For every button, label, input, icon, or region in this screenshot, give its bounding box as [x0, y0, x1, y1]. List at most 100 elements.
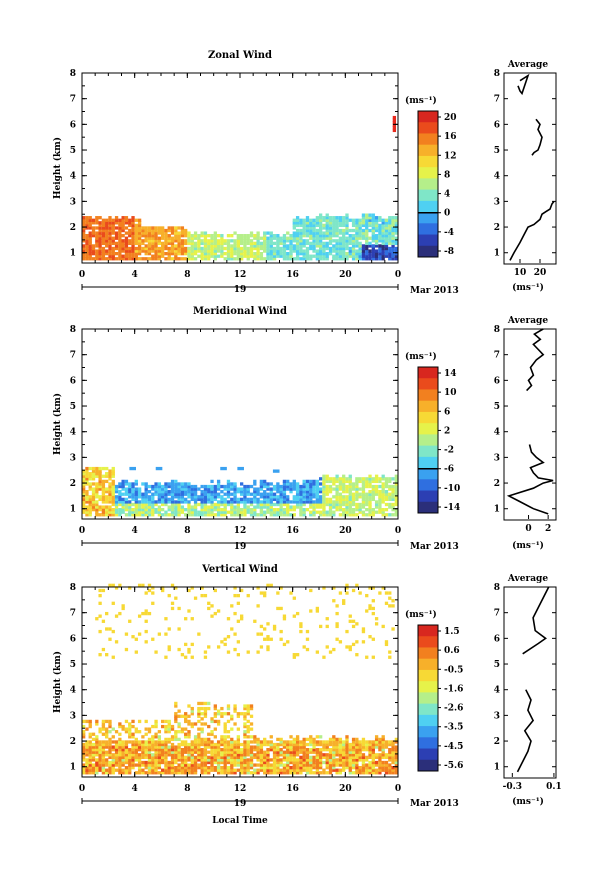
heatmap-cell	[276, 236, 280, 240]
heatmap-cell	[345, 228, 349, 233]
average-x-tick-label: 10	[514, 268, 527, 278]
heatmap-cell	[332, 249, 336, 253]
heatmap-cell	[305, 629, 310, 634]
heatmap-cell	[312, 482, 316, 486]
heatmap-cell	[279, 510, 283, 514]
heatmap-cell	[325, 763, 329, 767]
heatmap-cell	[210, 745, 214, 749]
heatmap-cell	[177, 484, 181, 489]
heatmap-cell	[240, 492, 244, 496]
heatmap-cell	[345, 645, 349, 649]
heatmap-cell	[95, 231, 99, 235]
heatmap-cell	[282, 750, 287, 754]
heatmap-cell	[200, 750, 204, 754]
x-tick-label: 4	[132, 526, 138, 536]
x-tick-label: 0	[395, 270, 401, 280]
heatmap-cell	[111, 490, 115, 494]
heatmap-cell	[272, 753, 277, 757]
heatmap-cell	[282, 758, 287, 762]
heatmap-cell	[197, 632, 201, 636]
heatmap-cell	[85, 719, 89, 724]
heatmap-cell	[141, 241, 145, 246]
heatmap-cell	[137, 748, 142, 752]
heatmap-cell	[351, 500, 356, 504]
heatmap-cell	[131, 502, 135, 507]
colorbar-segment	[418, 737, 438, 750]
heatmap-cell	[174, 490, 178, 494]
heatmap-cell	[388, 236, 392, 240]
heatmap-cell	[249, 763, 254, 767]
heatmap-cell	[147, 249, 152, 253]
heatmap-cell	[368, 221, 372, 225]
heatmap-cell	[88, 742, 92, 747]
heatmap-cell	[328, 479, 333, 484]
heatmap-cell	[240, 588, 244, 593]
heatmap-cell	[82, 228, 86, 233]
heatmap-cell	[351, 234, 356, 238]
colorbar-unit: (ms⁻¹)	[405, 95, 437, 106]
heatmap-cell	[305, 487, 310, 491]
date-month: Mar 2013	[410, 542, 459, 552]
heatmap-cell	[292, 755, 296, 760]
heatmap-cell	[348, 513, 352, 517]
heatmap-cell	[246, 719, 250, 724]
heatmap-cell	[272, 249, 277, 253]
heatmap-cell	[335, 216, 339, 220]
heatmap-cell	[174, 768, 178, 772]
heatmap-cell	[338, 218, 343, 222]
heatmap-cell	[114, 730, 119, 734]
heatmap-cell	[124, 745, 129, 749]
heatmap-cell	[263, 239, 267, 243]
heatmap-cell	[381, 755, 385, 760]
heatmap-cell	[134, 742, 138, 747]
heatmap-cell	[384, 231, 389, 235]
heatmap-cell	[170, 228, 175, 233]
heatmap-cell	[272, 487, 277, 491]
heatmap-cell	[200, 239, 204, 243]
heatmap-cell	[190, 655, 194, 659]
heatmap-cell	[378, 742, 382, 747]
heatmap-cell	[91, 497, 96, 502]
heatmap-cell	[184, 750, 188, 754]
heatmap-cell	[85, 223, 89, 228]
heatmap-cell	[394, 755, 399, 760]
heatmap-cell	[246, 735, 250, 739]
heatmap-cell	[282, 740, 287, 744]
heatmap-cell	[319, 228, 323, 233]
heatmap-cell	[147, 251, 152, 256]
heatmap-cell	[177, 500, 181, 504]
heatmap-cell	[246, 704, 250, 708]
heatmap-cell	[114, 768, 119, 772]
heatmap-cell	[240, 236, 244, 240]
heatmap-cell	[342, 599, 346, 603]
heatmap-cell	[200, 742, 204, 747]
heatmap-cell	[144, 228, 148, 233]
heatmap-cell	[371, 239, 375, 243]
heatmap-cell	[187, 251, 191, 256]
heatmap-cell	[105, 495, 109, 499]
heatmap-cell	[167, 627, 171, 631]
heatmap-cell	[131, 497, 135, 502]
heatmap-cell	[272, 758, 277, 762]
heatmap-cell	[266, 758, 270, 762]
heatmap-cell	[233, 758, 237, 762]
heatmap-cell	[161, 760, 165, 765]
heatmap-cell	[292, 760, 296, 765]
heatmap-cell	[272, 251, 277, 256]
heatmap-cell	[226, 635, 231, 639]
heatmap-cell	[325, 221, 329, 225]
heatmap-cell	[381, 490, 385, 494]
heatmap-cell	[98, 466, 102, 471]
heatmap-cell	[263, 497, 267, 502]
heatmap-cell	[371, 495, 375, 499]
heatmap-cell	[292, 484, 296, 489]
heatmap-cell	[272, 236, 277, 240]
heatmap-cell	[384, 228, 389, 233]
heatmap-cell	[137, 513, 142, 517]
heatmap-cell	[236, 601, 241, 605]
heatmap-cell	[213, 704, 217, 708]
heatmap-cell	[180, 257, 185, 261]
heatmap-cell	[381, 223, 385, 228]
colorbar-segment	[418, 133, 438, 146]
heatmap-cell	[167, 251, 171, 256]
